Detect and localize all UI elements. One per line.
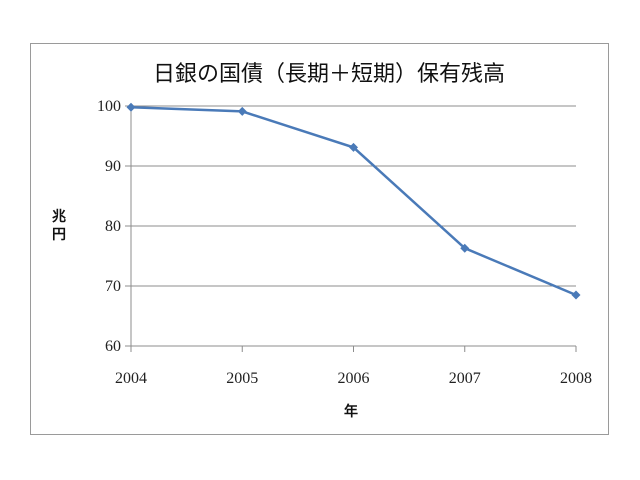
data-point-2008	[571, 290, 581, 300]
y-tick-label: 70	[105, 278, 121, 295]
chart-frame: 日銀の国債（長期＋短期）保有残高 60 70 80 90 100 2004 2005 200…	[30, 43, 609, 435]
x-tick-label: 2007	[449, 370, 481, 387]
y-tick-label: 80	[105, 218, 121, 235]
x-tick-label: 2004	[115, 370, 147, 387]
data-point-2004	[126, 102, 136, 112]
y-tick-label: 100	[97, 98, 121, 115]
x-tick-label: 2005	[226, 370, 258, 387]
data-point-2005	[237, 106, 247, 116]
y-tick-label: 60	[105, 338, 121, 355]
y-tick-labels: 60 70 80 90 100	[97, 98, 121, 355]
x-tick-label: 2006	[338, 370, 370, 387]
data-point-2006	[349, 142, 358, 152]
grid-lines	[125, 105, 577, 352]
y-tick-label: 90	[105, 158, 121, 175]
data-point-2007	[460, 243, 470, 253]
x-axis-title: 年	[344, 403, 358, 420]
x-tick-labels: 2004 2005 2006 2007 2008	[115, 370, 592, 387]
x-tick-label: 2008	[560, 370, 592, 387]
chart-title: 日銀の国債（長期＋短期）保有残高	[153, 62, 505, 87]
series-line-0	[130, 105, 577, 297]
series-layer	[126, 102, 581, 300]
y-axis-title: 兆円	[52, 209, 66, 243]
